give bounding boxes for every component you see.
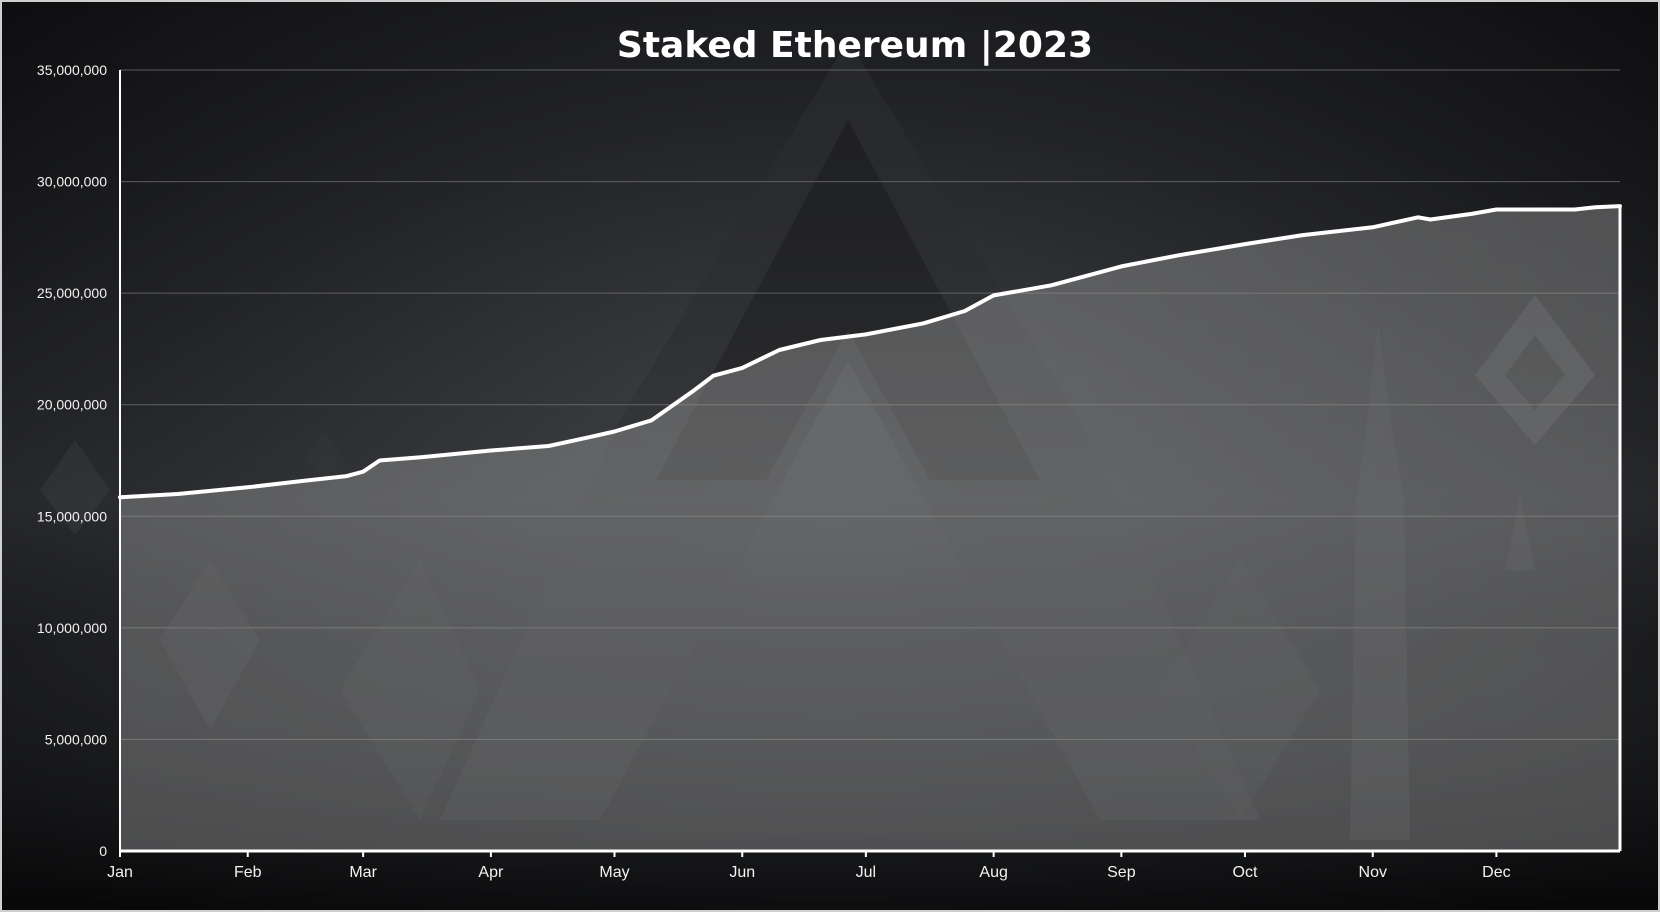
x-tick-label: Nov xyxy=(1359,864,1387,881)
y-tick-label: 30,000,000 xyxy=(37,174,107,190)
x-tick-label: Jan xyxy=(107,864,133,881)
y-axis-tick-labels: 0 5,000,000 10,000,000 15,000,000 20,000,000… xyxy=(37,62,107,859)
axes xyxy=(119,70,1620,853)
gridlines xyxy=(120,69,1620,740)
series-area-fill xyxy=(120,206,1620,852)
y-tick-label: 25,000,000 xyxy=(37,285,107,301)
y-tick-label: 10,000,000 xyxy=(37,620,107,636)
y-tick-label: 35,000,000 xyxy=(37,62,107,78)
y-tick-label: 15,000,000 xyxy=(37,508,107,524)
x-tick-label: Feb xyxy=(234,864,262,881)
chart-title: Staked Ethereum |2023 xyxy=(617,25,1093,66)
y-tick-label: 5,000,000 xyxy=(45,731,107,747)
data-area xyxy=(118,204,1622,852)
x-tick-label: Aug xyxy=(979,864,1007,881)
y-tick-label: 20,000,000 xyxy=(37,397,107,413)
x-tick-label: Dec xyxy=(1482,864,1510,881)
x-tick-label: Apr xyxy=(478,864,504,881)
x-tick-label: Sep xyxy=(1107,864,1136,881)
x-tick-label: Oct xyxy=(1233,864,1258,881)
series-line xyxy=(118,204,1622,500)
x-tick-label: Jun xyxy=(729,864,755,881)
x-axis-tick-labels: Jan Feb Mar Apr May Jun Jul Aug Sep Oct Nov Dec xyxy=(107,851,1511,881)
x-tick-label: Mar xyxy=(349,864,377,881)
y-tick-label: 0 xyxy=(99,843,107,859)
x-tick-label: May xyxy=(599,864,629,881)
x-tick-label: Jul xyxy=(856,864,876,881)
